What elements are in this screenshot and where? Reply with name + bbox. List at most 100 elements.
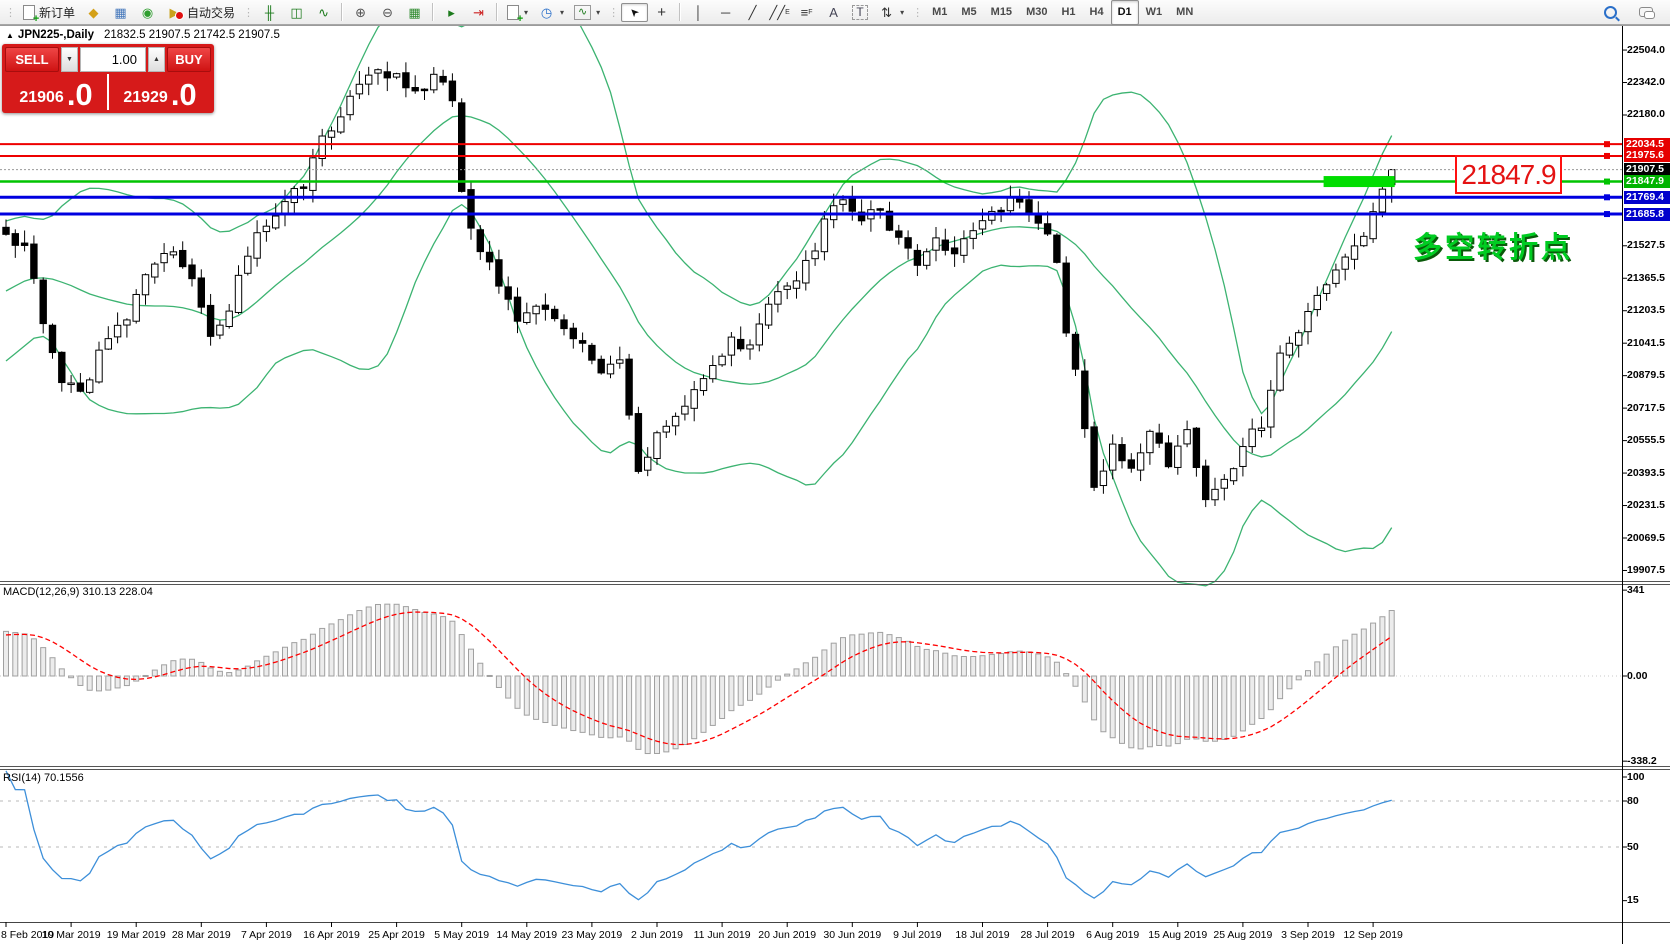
one-click-trading-panel: SELL ▼ ▲ BUY 21906.0 21929.0 — [2, 44, 214, 113]
buy-price-main: 21929 — [123, 89, 168, 106]
zoom-out-icon: ⊖ — [382, 4, 393, 20]
chat-button[interactable] — [1634, 3, 1658, 22]
zoom-in-button[interactable]: ⊕ — [347, 3, 374, 22]
toolbar-grip: ⋮ — [608, 6, 619, 19]
horizontal-line-icon: ─ — [720, 4, 731, 20]
timeframe-m5-button[interactable]: M5 — [961, 6, 977, 18]
search-button[interactable] — [1599, 3, 1622, 22]
text-icon: A — [829, 4, 838, 20]
channel-tool-button[interactable]: ╱╱ E — [766, 3, 793, 22]
timeframe-h1-button[interactable]: H1 — [1061, 6, 1076, 18]
clock-icon: ◷ — [540, 4, 553, 20]
trendline-icon: ╱ — [748, 4, 757, 20]
collapse-arrow-icon: ▲ — [6, 31, 14, 40]
timeframe-m30-button[interactable]: M30 — [1026, 6, 1048, 18]
price-level-callout-box[interactable]: 21847.9 — [1455, 155, 1562, 194]
signals-button[interactable]: ◉ — [134, 3, 161, 22]
timeframe-d1-button[interactable]: D1 — [1110, 0, 1139, 25]
vertical-line-tool-button[interactable]: │ — [685, 3, 712, 22]
text-label-tool-button[interactable]: T — [847, 3, 873, 22]
market-watch-button[interactable]: ▦ — [107, 3, 134, 22]
tile-windows-button[interactable]: ▦ — [401, 3, 428, 22]
toolbar-separator — [432, 3, 435, 21]
new-chart-icon: + — [507, 4, 523, 25]
buy-price[interactable]: 21929.0 — [109, 74, 211, 110]
indicators-button[interactable]: ∿ ▾ — [569, 3, 605, 22]
bar-chart-button[interactable]: ╫ — [256, 3, 283, 22]
autotrading-stopped-badge — [175, 11, 185, 20]
zoom-out-button[interactable]: ⊖ — [374, 3, 401, 22]
profiles-button[interactable]: ◷ ▾ — [533, 3, 569, 22]
rsi-indicator-label: RSI(14) 70.1556 — [3, 772, 84, 784]
auto-scroll-button[interactable]: ▸ — [438, 3, 465, 22]
equidistant-channel-icon: ╱╱ E — [769, 4, 790, 20]
tile-windows-icon: ▦ — [408, 4, 421, 20]
turning-point-annotation[interactable]: 多空转折点 — [1413, 232, 1574, 264]
timeframe-mn-button[interactable]: MN — [1176, 6, 1194, 18]
horizontal-line-tool-button[interactable]: ─ — [712, 3, 739, 22]
line-chart-button[interactable]: ∿ — [310, 3, 337, 22]
toolbar-separator — [679, 3, 682, 21]
market-watch-icon: ▦ — [114, 4, 127, 20]
buy-price-decimal: .0 — [170, 77, 197, 112]
sell-price[interactable]: 21906.0 — [5, 74, 109, 110]
dropdown-caret-icon: ▾ — [524, 7, 529, 17]
chat-icon — [1639, 7, 1655, 19]
market-depth-button[interactable]: ◆ — [80, 3, 107, 22]
cursor-icon: ➤ — [626, 4, 642, 20]
gold-book-icon: ◆ — [88, 4, 99, 20]
autotrading-button[interactable]: ▶ 自动交易 — [161, 3, 240, 22]
new-chart-button[interactable]: + ▾ — [502, 3, 533, 25]
crosshair-tool-button[interactable]: + — [648, 3, 675, 22]
toolbar-separator — [496, 3, 499, 21]
chart-shift-button[interactable]: ⇥ — [465, 3, 492, 22]
dropdown-caret-icon: ▾ — [596, 7, 601, 17]
search-icon — [1604, 5, 1617, 19]
line-chart-icon: ∿ — [318, 4, 329, 20]
toolbar: ⋮ + 新订单 ◆ ▦ ◉ ▶ 自动交易 ⋮ ╫ ◫ ∿ ⊕ ⊖ ▦ ▸ ⇥ +… — [0, 0, 1670, 25]
volume-increase-button[interactable]: ▲ — [148, 47, 165, 72]
chart-symbol-header: ▲ JPN225-,Daily 21832.5 21907.5 21742.5 21… — [6, 29, 280, 41]
fibonacci-tool-button[interactable]: ≡ F — [793, 3, 820, 22]
auto-scroll-icon: ▸ — [448, 4, 455, 20]
volume-input[interactable] — [80, 47, 146, 72]
toolbar-grip: ⋮ — [243, 6, 254, 19]
toolbar-grip: ⋮ — [912, 6, 923, 19]
sell-button[interactable]: SELL — [5, 47, 59, 72]
autotrading-label: 自动交易 — [187, 5, 236, 20]
sell-price-decimal: .0 — [66, 77, 93, 112]
autotrading-icon: ▶ — [166, 4, 185, 20]
new-order-icon: + — [23, 4, 39, 25]
text-label-icon: T — [852, 4, 869, 20]
timeframe-h4-button[interactable]: H4 — [1089, 6, 1104, 18]
crosshair-icon: + — [657, 3, 666, 21]
text-tool-button[interactable]: A — [820, 3, 847, 22]
new-order-label: 新订单 — [39, 5, 76, 20]
indicators-icon: ∿ — [574, 4, 592, 20]
arrows-icon: ⇅ — [881, 4, 893, 20]
cursor-tool-button[interactable]: ➤ — [621, 2, 649, 22]
macd-indicator-label: MACD(12,26,9) 310.13 228.04 — [3, 586, 153, 598]
timeframe-w1-button[interactable]: W1 — [1145, 6, 1163, 18]
trendline-tool-button[interactable]: ╱ — [739, 3, 766, 22]
new-order-button[interactable]: + 新订单 — [18, 3, 80, 25]
candlestick-chart-button[interactable]: ◫ — [283, 3, 310, 22]
arrows-tool-button[interactable]: ⇅ ▾ — [873, 3, 909, 22]
candlestick-icon: ◫ — [290, 4, 303, 20]
sell-price-main: 21906 — [19, 89, 64, 106]
fibonacci-icon: ≡ F — [800, 4, 813, 20]
symbol-period-label: JPN225-,Daily — [17, 29, 94, 41]
timeframe-m15-button[interactable]: M15 — [990, 6, 1013, 18]
timeframe-m1-button[interactable]: M1 — [932, 6, 948, 18]
volume-decrease-button[interactable]: ▼ — [61, 47, 78, 72]
signal-icon: ◉ — [141, 4, 154, 20]
buy-button[interactable]: BUY — [167, 47, 211, 72]
dropdown-caret-icon: ▾ — [560, 7, 565, 17]
zoom-in-icon: ⊕ — [355, 4, 366, 20]
chart-shift-icon: ⇥ — [473, 4, 484, 20]
dropdown-caret-icon: ▾ — [900, 7, 905, 17]
toolbar-grip: ⋮ — [5, 6, 16, 19]
ohlc-values: 21832.5 21907.5 21742.5 21907.5 — [104, 29, 280, 41]
